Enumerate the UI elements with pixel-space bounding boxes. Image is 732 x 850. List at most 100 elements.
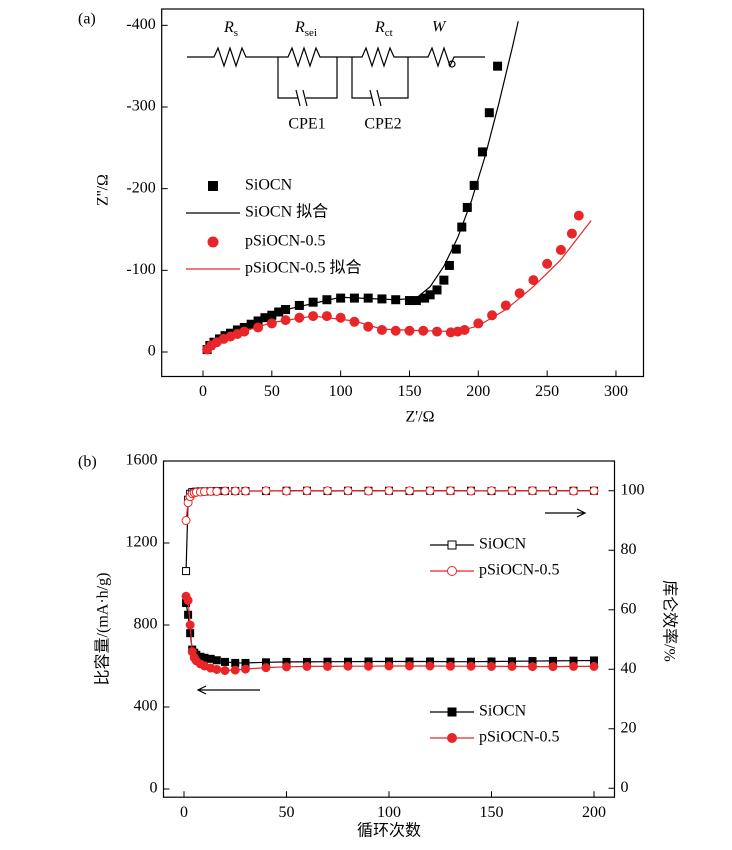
y2-axis-label: 库仑效率/%: [660, 580, 678, 662]
marker-circle: [212, 486, 222, 496]
marker-circle: [282, 486, 291, 496]
circuit-label: W: [432, 19, 447, 36]
marker-circle: [384, 486, 394, 496]
y-tick-label: 1600: [126, 452, 158, 469]
x-tick-label: 200: [466, 383, 490, 400]
y-tick-label: -100: [126, 261, 155, 278]
marker-circle: [261, 663, 271, 673]
marker-square: [208, 181, 218, 191]
marker-circle: [507, 486, 517, 496]
series-line: [205, 21, 519, 352]
x-tick-label: 50: [264, 383, 280, 400]
y2-tick-label: 40: [621, 660, 637, 677]
marker-circle: [343, 486, 353, 496]
marker-square: [493, 61, 503, 71]
marker-circle: [589, 486, 599, 496]
panel-label: (a): [78, 11, 96, 28]
circuit-label: Rsei: [294, 19, 317, 39]
marker-circle: [282, 662, 291, 672]
y-axis-label: 比容量/(mA·h/g): [94, 573, 112, 686]
marker-circle: [302, 661, 312, 671]
equivalent-circuit: Rs Rsei Rct W CPE1 CPE2: [187, 19, 485, 133]
marker-square: [447, 707, 457, 717]
marker-circle: [376, 324, 387, 335]
circuit-label: CPE1: [288, 116, 325, 133]
marker-circle: [405, 486, 414, 496]
x-tick-label: 0: [180, 804, 188, 821]
marker-circle: [241, 664, 250, 674]
circuit-label: Rct: [374, 19, 393, 39]
x-tick-label: 100: [329, 383, 353, 400]
marker-circle: [181, 516, 191, 526]
y-tick-label: -400: [126, 16, 155, 33]
marker-circle: [183, 595, 193, 605]
marker-circle: [566, 228, 577, 239]
marker-circle: [364, 486, 373, 496]
marker-square: [444, 260, 454, 270]
marker-circle: [507, 661, 517, 671]
marker-circle: [555, 244, 566, 255]
y-tick-label: 0: [148, 343, 156, 360]
arrow-left: [196, 685, 260, 695]
marker-circle: [335, 312, 346, 323]
marker-circle: [241, 486, 250, 496]
marker-square: [182, 567, 191, 576]
y2-tick-label: 80: [621, 541, 637, 558]
y-tick-label: 400: [134, 698, 158, 715]
marker-circle: [425, 486, 435, 496]
y2-tick-label: 60: [621, 600, 637, 617]
y-tick-label: -200: [126, 179, 155, 196]
circuit-label: Rs: [223, 19, 238, 39]
marker-square: [425, 290, 435, 300]
legend-label: SiOCN: [479, 703, 527, 720]
marker-square: [484, 108, 494, 118]
marker-circle: [573, 210, 584, 221]
marker-circle: [207, 236, 219, 248]
y-tick-label: 800: [134, 616, 158, 633]
marker-circle: [528, 486, 537, 496]
marker-circle: [425, 661, 435, 671]
y-tick-label: 1200: [126, 534, 158, 551]
x-tick-label: 300: [604, 383, 628, 400]
circuit-label: CPE2: [364, 116, 401, 133]
x-tick-label: 150: [480, 804, 504, 821]
marker-circle: [542, 258, 553, 269]
marker-circle: [548, 486, 558, 496]
x-tick-label: 200: [582, 804, 606, 821]
legend-label: pSiOCN-0.5: [479, 562, 559, 579]
marker-circle: [589, 661, 599, 671]
legend-label: SiOCN: [245, 177, 293, 194]
x-axis-label: Z'/Ω: [406, 409, 435, 426]
marker-square: [221, 657, 229, 666]
marker-circle: [390, 325, 401, 336]
marker-square: [308, 297, 318, 307]
panel-label: (b): [78, 454, 97, 471]
y-tick-label: -300: [126, 98, 155, 115]
marker-circle: [384, 661, 394, 671]
marker-circle: [212, 664, 222, 674]
marker-circle: [466, 661, 476, 671]
y2-tick-label: 20: [621, 719, 637, 736]
marker-circle: [364, 661, 373, 671]
x-tick-label: 150: [397, 383, 421, 400]
y2-tick-label: 100: [621, 481, 645, 498]
marker-square: [439, 275, 449, 285]
marker-circle: [261, 486, 271, 496]
marker-circle: [323, 486, 332, 496]
series-line: [205, 220, 592, 352]
x-tick-label: 50: [279, 804, 295, 821]
legend-label: SiOCN 拟合: [245, 203, 328, 221]
arrow-right: [545, 508, 587, 518]
y-axis-label: Z''/Ω: [95, 174, 112, 206]
x-tick-label: 250: [535, 383, 559, 400]
marker-circle: [500, 300, 511, 311]
legend-label: pSiOCN-0.5: [245, 233, 325, 250]
marker-circle: [466, 486, 476, 496]
marker-square: [184, 610, 193, 619]
legend-label: SiOCN: [479, 536, 527, 553]
marker-square: [432, 285, 442, 295]
marker-square: [231, 658, 240, 667]
marker-circle: [548, 662, 558, 672]
marker-circle: [569, 661, 578, 671]
